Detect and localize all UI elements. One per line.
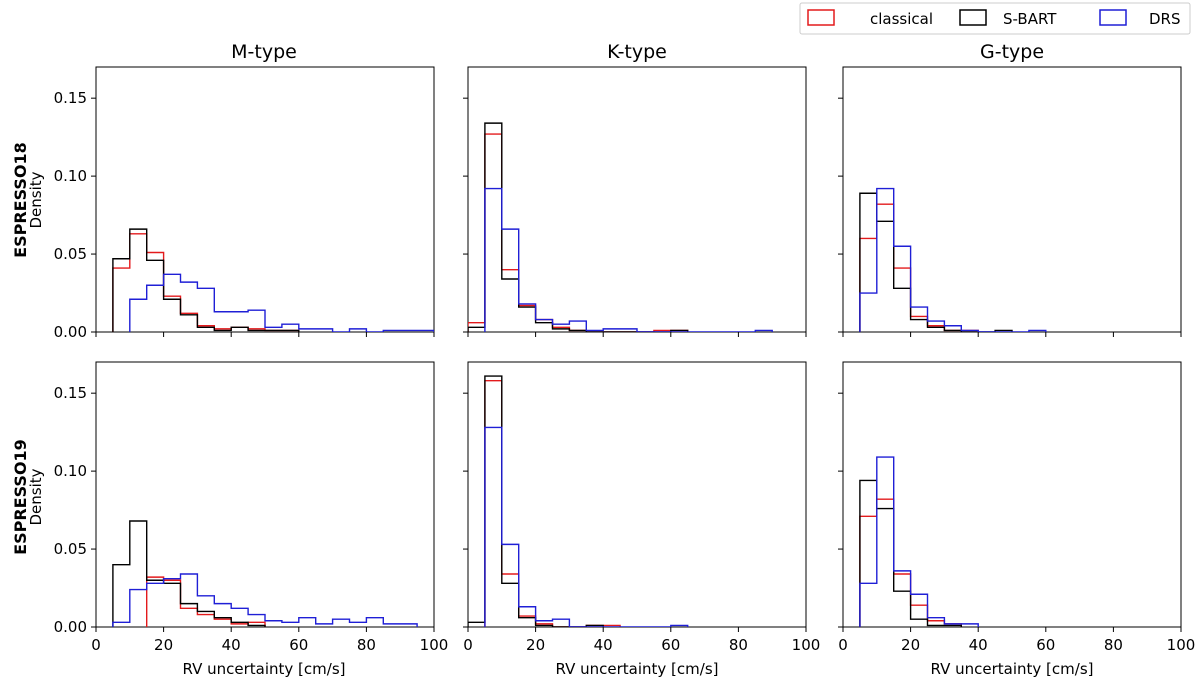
xlabel-k-type: RV uncertainty [cm/s] xyxy=(556,660,719,678)
panel-espresso19-m-type-xtick-label: 60 xyxy=(289,636,308,654)
panel-espresso19-k-type: 0 20 40 60 80 100 xyxy=(463,361,821,654)
panel-espresso19-m-type-xtick-label: 80 xyxy=(357,636,376,654)
panel-espresso19-g-type-xtick-label: 40 xyxy=(969,636,988,654)
column-title-k-type: K-type xyxy=(607,41,667,63)
panel-espresso18-g-type-series-drs xyxy=(859,187,1047,332)
legend: classical S-BART DRS xyxy=(799,2,1191,35)
panel-espresso18-m-type-ytick-label: 0.05 xyxy=(54,245,87,263)
panel-espresso19-m-type-ytick-label: 0.05 xyxy=(54,540,87,558)
panel-espresso19-k-type-series-drs xyxy=(484,426,689,627)
panel-espresso19-g-type: 0 20 40 60 80 100 xyxy=(838,361,1196,654)
panel-espresso18-m-type-frame xyxy=(95,66,435,333)
panel-espresso19-k-type-xtick-label: 0 xyxy=(463,636,473,654)
panel-espresso19-k-type-xtick-label: 40 xyxy=(594,636,613,654)
xlabel-g-type: RV uncertainty [cm/s] xyxy=(931,660,1094,678)
panel-espresso18-m-type-ytick-label: 0.10 xyxy=(54,167,87,185)
row-ylabel-density-bottom: Density xyxy=(27,468,45,525)
row-ylabel-density-top: Density xyxy=(27,171,45,228)
panel-espresso19-m-type-ytick-label: 0.15 xyxy=(54,384,87,402)
panel-espresso19-m-type-ytick-label: 0.10 xyxy=(54,462,87,480)
panel-espresso19-g-type-xtick-label: 0 xyxy=(838,636,848,654)
panel-espresso19-g-type-xtick-label: 60 xyxy=(1036,636,1055,654)
xlabel-m-type: RV uncertainty [cm/s] xyxy=(183,660,346,678)
panel-espresso19-k-type-xtick-label: 80 xyxy=(729,636,748,654)
legend-label-classical: classical xyxy=(870,10,933,28)
panels-group: 0.00 0.05 0.10 0.15 0.00 0.05 0.10 0.15 0 20 40 60 8… xyxy=(54,66,1196,654)
panel-espresso19-m-type-series-drs xyxy=(112,573,418,627)
panel-espresso19-g-type-xtick-label: 80 xyxy=(1104,636,1123,654)
legend-swatch-drs xyxy=(1099,9,1127,26)
panel-espresso18-g-type xyxy=(838,66,1182,337)
row-title-espresso19: ESPRESSO19 xyxy=(11,439,30,555)
panel-espresso19-g-type-xtick-label: 20 xyxy=(901,636,920,654)
panel-espresso19-k-type-xtick-label: 100 xyxy=(792,636,821,654)
legend-frame xyxy=(799,2,1191,35)
panel-espresso19-g-type-xtick-label: 100 xyxy=(1167,636,1196,654)
panel-espresso19-m-type-ytick-label: 0.00 xyxy=(54,618,87,636)
panel-espresso19-m-type: 0.00 0.05 0.10 0.15 0 20 40 60 80 100 xyxy=(54,361,449,654)
column-title-g-type: G-type xyxy=(980,41,1044,63)
panel-espresso18-k-type xyxy=(463,66,807,337)
panel-espresso19-k-type-xtick-label: 60 xyxy=(661,636,680,654)
panel-espresso18-m-type-ytick-label: 0.00 xyxy=(54,323,87,341)
panel-espresso19-k-type-xtick-label: 20 xyxy=(526,636,545,654)
panel-espresso18-m-type: 0.00 0.05 0.10 0.15 xyxy=(54,66,435,341)
legend-swatch-sbart xyxy=(959,9,987,26)
column-title-m-type: M-type xyxy=(231,41,297,63)
panel-espresso18-m-type-ytick-label: 0.15 xyxy=(54,89,87,107)
row-title-espresso18: ESPRESSO18 xyxy=(11,142,30,258)
panel-espresso19-m-type-xtick-label: 40 xyxy=(222,636,241,654)
panel-espresso18-k-type-series-s-bart xyxy=(468,122,689,332)
panel-espresso19-g-type-series-drs xyxy=(859,456,979,627)
panel-espresso18-m-type-series-drs xyxy=(129,273,434,332)
legend-swatch-classical xyxy=(807,9,835,26)
panel-espresso18-k-type-series-drs xyxy=(484,187,773,332)
legend-label-drs: DRS xyxy=(1149,10,1181,28)
panel-espresso18-k-type-frame xyxy=(467,66,807,333)
panel-espresso19-k-type-frame xyxy=(467,361,807,628)
panel-espresso19-m-type-xtick-label: 20 xyxy=(154,636,173,654)
panel-espresso19-g-type-frame xyxy=(842,361,1182,628)
legend-label-sbart: S-BART xyxy=(1003,10,1057,28)
panel-espresso19-m-type-series-s-bart xyxy=(112,520,266,627)
panel-espresso19-m-type-xtick-label: 100 xyxy=(420,636,449,654)
panel-espresso18-m-type-series-s-bart xyxy=(112,228,300,332)
panel-espresso19-m-type-xtick-label: 0 xyxy=(91,636,101,654)
